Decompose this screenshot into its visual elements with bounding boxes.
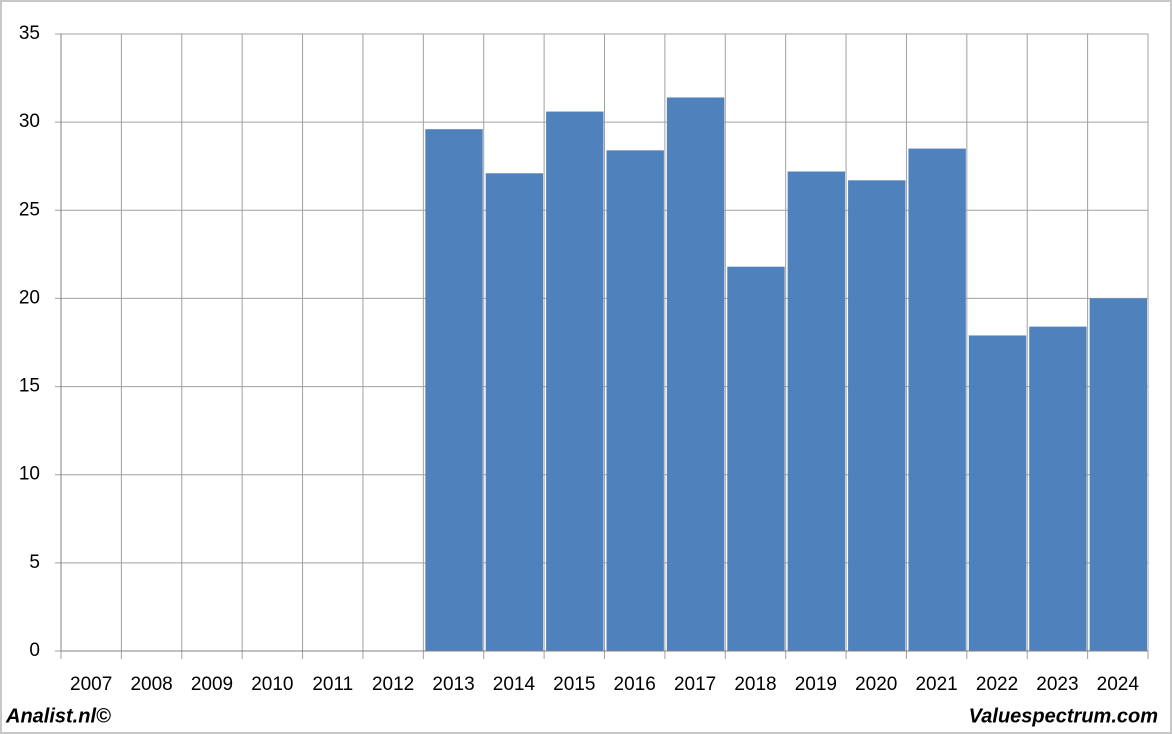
x-tick-label: 2010	[251, 674, 293, 695]
x-tick-label: 2022	[976, 674, 1018, 695]
y-tick-label: 35	[19, 23, 40, 44]
x-tick-label: 2013	[432, 674, 474, 695]
bar	[606, 150, 664, 651]
x-tick-label: 2021	[915, 674, 957, 695]
x-tick-label: 2024	[1097, 674, 1140, 695]
x-tick-label: 2023	[1036, 674, 1078, 695]
x-tick-label: 2012	[372, 674, 414, 695]
footer-left: Analist.nl©	[5, 705, 111, 727]
bar	[908, 148, 966, 652]
x-tick-label: 2011	[312, 674, 353, 695]
x-tick-label: 2020	[855, 674, 897, 695]
y-tick-label: 5	[29, 552, 40, 573]
x-tick-label: 2017	[674, 674, 716, 695]
bar	[727, 266, 785, 651]
x-tick-label: 2019	[795, 674, 837, 695]
y-tick-label: 10	[19, 464, 40, 485]
x-tick-label: 2009	[191, 674, 233, 695]
y-tick-label: 25	[19, 199, 40, 220]
x-tick-label: 2015	[553, 674, 595, 695]
bar	[968, 335, 1027, 651]
x-tick-label: 2018	[734, 674, 776, 695]
y-tick-label: 30	[19, 111, 40, 132]
bar	[848, 180, 906, 651]
x-tick-label: 2008	[130, 674, 172, 695]
bar	[1029, 326, 1087, 651]
bar	[666, 97, 725, 651]
x-tick-label: 2014	[493, 674, 536, 695]
bar	[546, 111, 604, 651]
bar	[485, 173, 544, 651]
y-tick-label: 0	[29, 640, 40, 661]
y-tick-label: 15	[19, 376, 40, 397]
bar	[1089, 298, 1147, 651]
x-tick-label: 2016	[614, 674, 656, 695]
y-tick-label: 20	[19, 287, 40, 308]
bar	[425, 129, 483, 652]
footer-right: Valuespectrum.com	[969, 705, 1158, 727]
plot-area: 0 5 10 15 20 25 30 35 2007 2008 2009 2010 2011 2012 20…	[19, 23, 1149, 695]
x-tick-label: 2007	[70, 674, 112, 695]
bar	[787, 171, 846, 651]
